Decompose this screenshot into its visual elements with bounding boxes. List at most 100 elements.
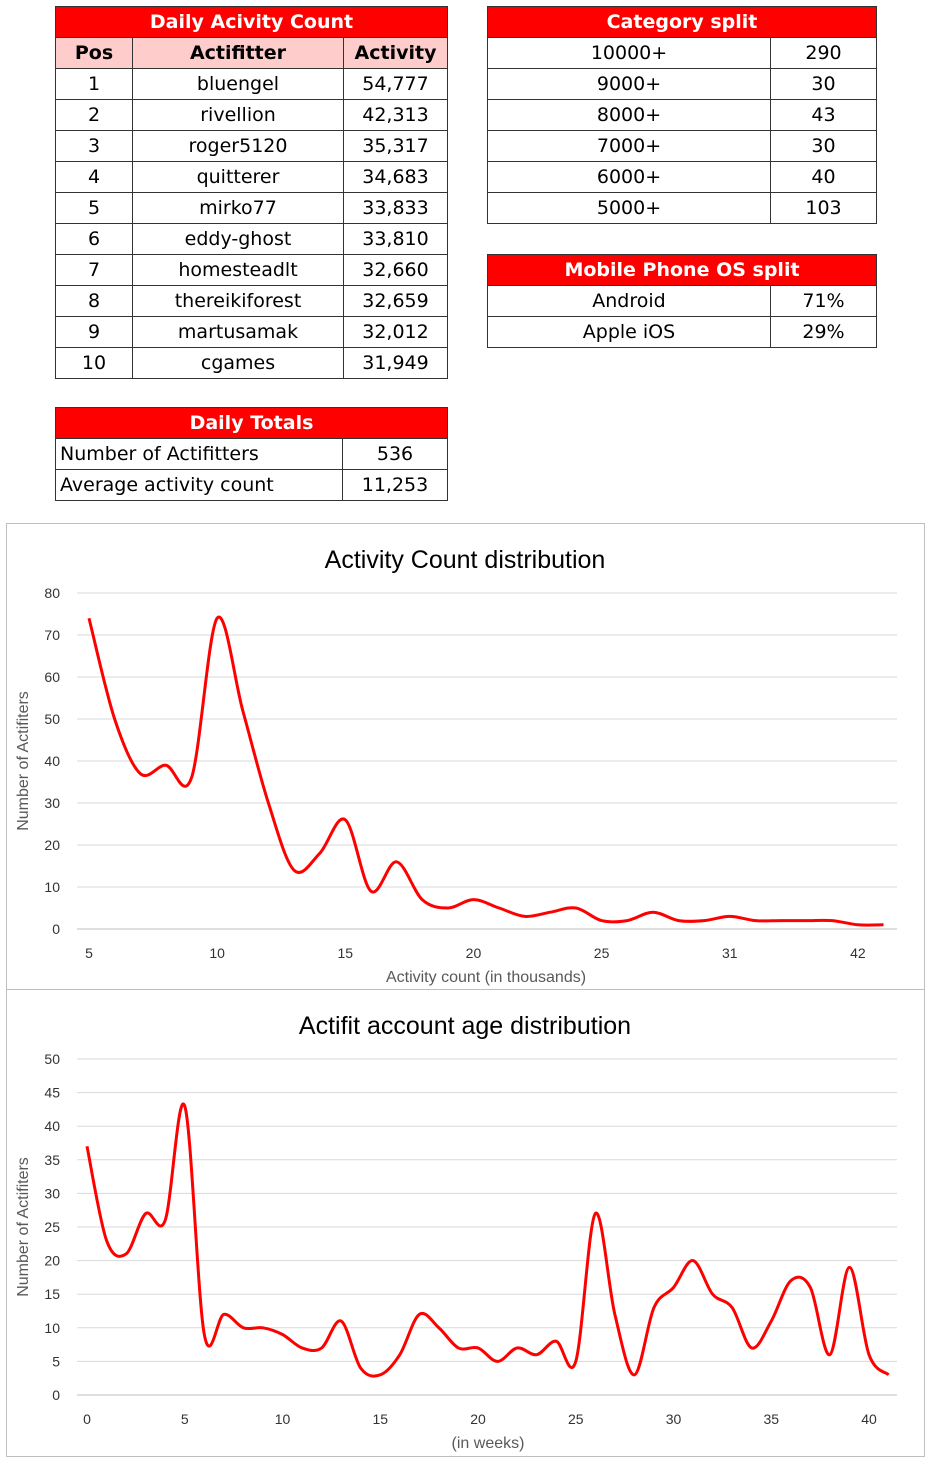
category_split-label-cell: 10000+ [487, 37, 771, 69]
x-tick-label: 25 [568, 1411, 584, 1427]
actifitter-name-cell: roger5120 [132, 130, 344, 162]
activity-value-cell: 31,949 [343, 347, 448, 379]
x-tick-label: 35 [763, 1411, 779, 1427]
data-point [395, 860, 398, 863]
data-point [882, 923, 885, 926]
category_split-label-cell: 5000+ [487, 192, 771, 224]
data-point [369, 890, 372, 893]
data-point [421, 898, 424, 901]
data-point [831, 919, 834, 922]
y-tick-label: 0 [52, 1387, 60, 1403]
category_split-value-cell: 290 [770, 37, 877, 69]
data-point [144, 1212, 147, 1215]
series-line [87, 615, 884, 927]
data-point [574, 1360, 577, 1363]
x-tick-label: 5 [85, 945, 93, 961]
activity-count-chart: Activity Count distribution 0 10 20 30 40 50 60… [15, 546, 897, 986]
data-point [703, 919, 706, 922]
data-point [437, 1326, 440, 1329]
data-point [164, 1219, 167, 1222]
category_split-value-cell: 103 [770, 192, 877, 224]
actifitter-name-cell: mirko77 [132, 192, 344, 224]
daily-activity-table: Daily Acivity Count Pos Actifitter Activ… [55, 6, 448, 379]
activity-value-cell: 42,313 [343, 99, 448, 131]
y-tick-label: 10 [44, 879, 60, 895]
table-row: 7000+ 30 [487, 130, 877, 162]
os_split-label-cell: Android [487, 285, 771, 317]
table-row: Apple iOS 29% [487, 316, 877, 348]
rank-cell: 4 [55, 161, 133, 193]
data-point [789, 1279, 792, 1282]
table-row: 1 bluengel 54,777 [55, 68, 448, 100]
data-point [496, 1360, 499, 1363]
data-point [692, 1259, 695, 1262]
activity-value-cell: 35,317 [343, 130, 448, 162]
data-point [222, 1313, 225, 1316]
actifitter-name-cell: eddy-ghost [132, 223, 344, 255]
data-point [626, 919, 629, 922]
os-split-table: Mobile Phone OS split Android 71% Apple iO… [487, 254, 877, 348]
data-point [594, 1212, 597, 1215]
activity-value-cell: 32,660 [343, 254, 448, 286]
table-row: 6000+ 40 [487, 161, 877, 193]
y-tick-label: 50 [44, 1051, 60, 1067]
rank-cell: 1 [55, 68, 133, 100]
data-point [805, 919, 808, 922]
actifitter-name-cell: thereikiforest [132, 285, 344, 317]
data-point [203, 1333, 206, 1336]
os_split-label-cell: Apple iOS [487, 316, 771, 348]
data-point [320, 1346, 323, 1349]
x-tick-label: 31 [722, 945, 738, 961]
data-point [267, 802, 270, 805]
data-point [555, 1340, 558, 1343]
category_split-label-cell: 9000+ [487, 68, 771, 100]
y-axis-title: Number of Actifiters [15, 691, 32, 831]
data-point [216, 617, 219, 620]
category_split-label-cell: 8000+ [487, 99, 771, 131]
data-point [340, 1320, 343, 1323]
x-tick-label: 20 [470, 1411, 486, 1427]
x-tick-label: 10 [275, 1411, 291, 1427]
category-split-title: Category split [487, 6, 877, 38]
x-tick-label: 5 [181, 1411, 189, 1427]
y-tick-label: 20 [44, 837, 60, 853]
table-row: Average activity count 11,253 [55, 469, 448, 501]
table-row: 9000+ 30 [487, 68, 877, 100]
data-point [828, 1353, 831, 1356]
x-tick-label: 10 [209, 945, 225, 961]
data-point [183, 1105, 186, 1108]
daily_totals-value-cell: 11,253 [342, 469, 448, 501]
category_split-value-cell: 30 [770, 130, 877, 162]
x-tick-label: 30 [666, 1411, 682, 1427]
x-tick-label: 42 [850, 945, 866, 961]
table-row: 7 homesteadlt 32,660 [55, 254, 448, 286]
data-point [125, 1252, 128, 1255]
actifitter-name-cell: rivellion [132, 99, 344, 131]
y-tick-label: 60 [44, 669, 60, 685]
actifitter-name-cell: homesteadlt [132, 254, 344, 286]
category_split-label-cell: 7000+ [487, 130, 771, 162]
y-tick-label: 80 [44, 585, 60, 601]
data-point [848, 1266, 851, 1269]
data-point [301, 1346, 304, 1349]
x-tick-label: 20 [466, 945, 482, 961]
category_split-value-cell: 30 [770, 68, 877, 100]
table-row: 10000+ 290 [487, 37, 877, 69]
col-activity-header: Activity [343, 37, 448, 69]
rank-cell: 7 [55, 254, 133, 286]
data-point [516, 1346, 519, 1349]
os_split-value-cell: 71% [770, 285, 877, 317]
data-point [105, 1239, 108, 1242]
os-split-title: Mobile Phone OS split [487, 254, 877, 286]
data-point [633, 1373, 636, 1376]
data-point [261, 1326, 264, 1329]
data-point [651, 911, 654, 914]
daily_totals-value-cell: 536 [342, 438, 448, 470]
data-point [113, 718, 116, 721]
table-row: 8 thereikiforest 32,659 [55, 285, 448, 317]
data-point [523, 915, 526, 918]
data-point [88, 617, 91, 620]
data-point [780, 919, 783, 922]
y-tick-label: 40 [44, 1118, 60, 1134]
rank-cell: 6 [55, 223, 133, 255]
